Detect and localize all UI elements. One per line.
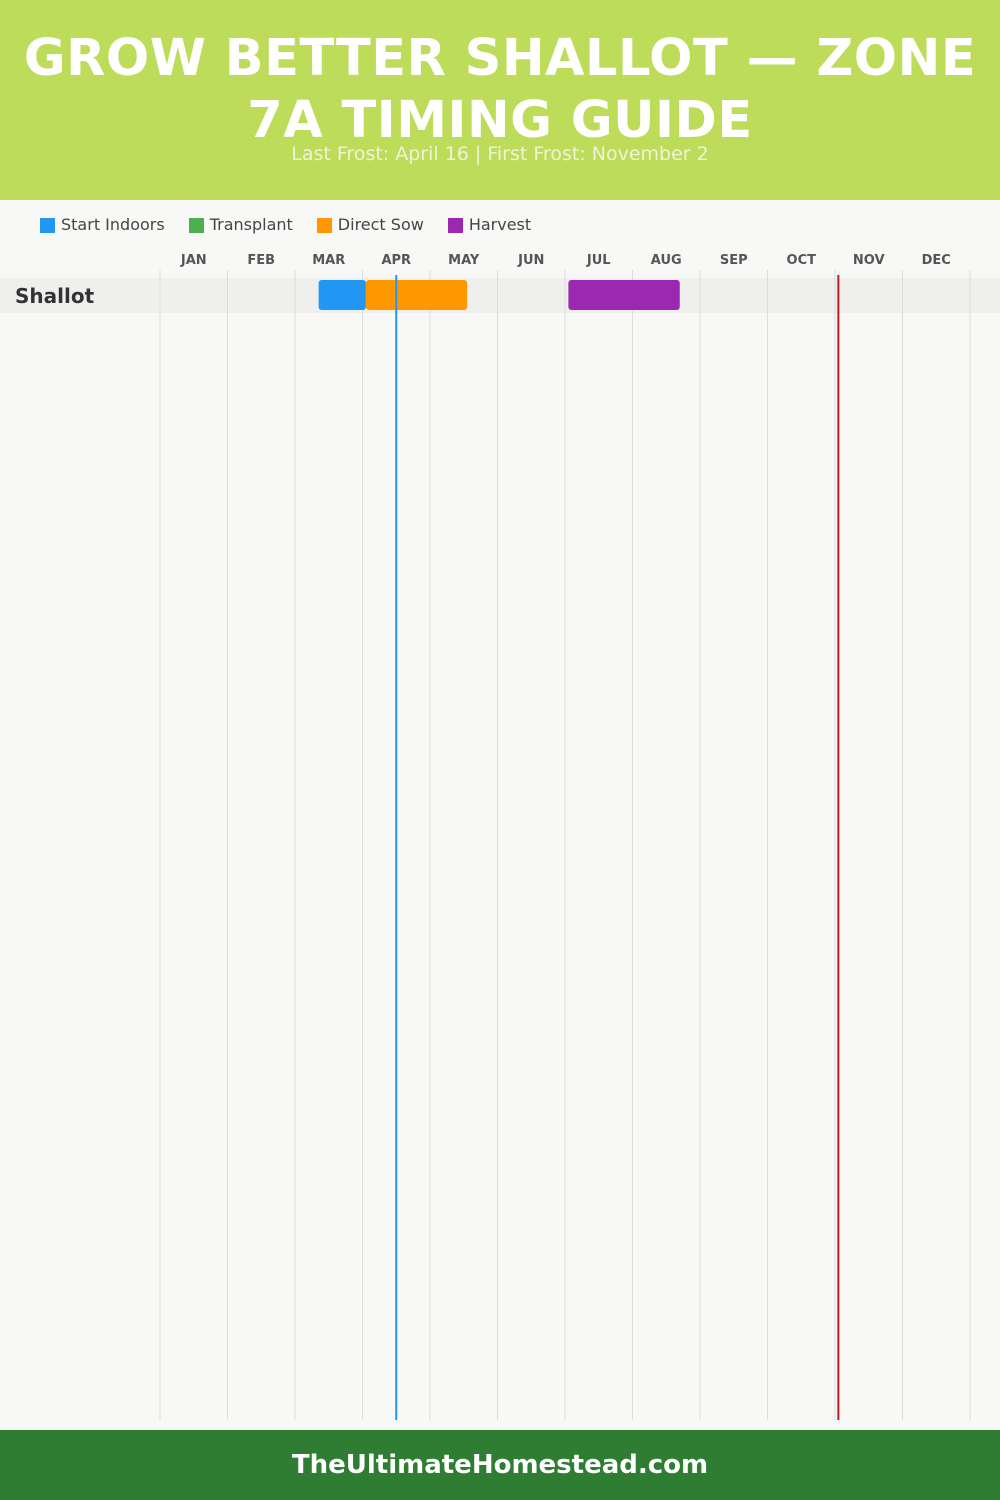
legend-swatch: [40, 217, 55, 233]
legend-swatch: [316, 217, 332, 233]
legend-label: Direct Sow: [337, 215, 424, 234]
row-label-shallot: Shallot: [15, 284, 95, 308]
legend-item-direct-sow: Direct Sow: [316, 214, 424, 236]
bar-direct-sow: [365, 280, 468, 310]
footer-site-link[interactable]: TheUltimateHomestead.com: [291, 1450, 709, 1480]
month-label-may: MAY: [448, 253, 480, 268]
month-label-apr: APR: [381, 253, 411, 268]
bar-start-indoors: [318, 280, 366, 310]
month-label-oct: OCT: [787, 253, 817, 268]
legend-item-transplant: Transplant: [188, 214, 293, 236]
legend-label: Transplant: [209, 215, 293, 234]
bar-harvest: [568, 280, 680, 310]
legend-label: Harvest: [468, 215, 532, 234]
page-title: GROW BETTER SHALLOT — ZONE 7A TIMING GUI…: [23, 29, 977, 150]
frost-dates-subtitle: Last Frost: April 16 | First Frost: Nove…: [291, 143, 709, 165]
month-label-nov: NOV: [853, 253, 885, 268]
month-label-jan: JAN: [180, 253, 207, 268]
month-label-aug: AUG: [651, 253, 682, 268]
legend-item-harvest: Harvest: [447, 214, 532, 236]
legend-label: Start Indoors: [61, 215, 165, 234]
month-label-dec: DEC: [922, 253, 951, 268]
footer-banner: TheUltimateHomestead.com: [0, 1430, 1000, 1500]
row-background: [0, 278, 1000, 313]
month-label-jul: JUL: [586, 253, 611, 268]
month-label-jun: JUN: [517, 253, 544, 268]
month-label-mar: MAR: [312, 253, 345, 268]
legend-swatch: [188, 217, 204, 233]
month-label-feb: FEB: [247, 253, 275, 268]
month-label-sep: SEP: [720, 253, 748, 268]
legend-swatch: [447, 217, 463, 233]
legend-item-start-indoors: Start Indoors: [40, 214, 165, 236]
header-banner: GROW BETTER SHALLOT — ZONE 7A TIMING GUI…: [0, 0, 1000, 200]
timing-chart: JAN FEB MAR APR MAY JUN JUL AUG SEP OCT NOV DEC Shal…: [0, 253, 1000, 1420]
chart-legend: Start Indoors Transplant Direct Sow Harvest: [40, 214, 555, 236]
